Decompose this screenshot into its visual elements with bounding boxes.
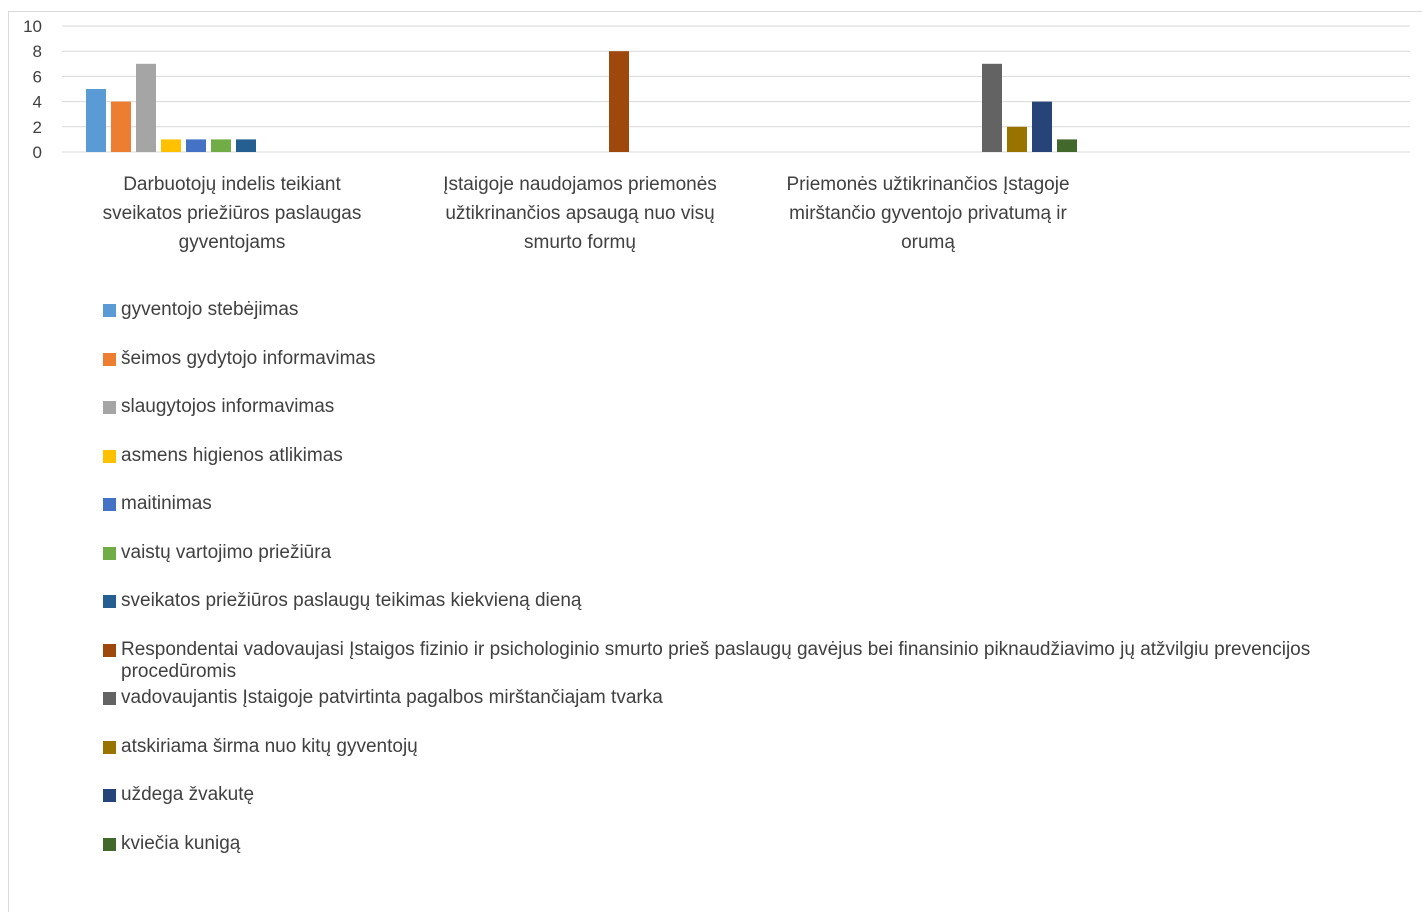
- legend-item: maitinimas: [103, 493, 212, 515]
- y-tick-label: 8: [33, 42, 42, 61]
- legend-item: atskiriama širma nuo kitų gyventojų: [103, 736, 418, 758]
- legend-item: asmens higienos atlikimas: [103, 445, 343, 467]
- category-label: sveikatos priežiūros paslaugas: [103, 203, 362, 224]
- legend-label: vadovaujantis Įstaigoje patvirtinta paga…: [121, 687, 663, 708]
- bar: [609, 51, 629, 153]
- bar: [161, 139, 181, 152]
- legend-label: vaistų vartojimo priežiūra: [121, 541, 332, 563]
- legend-swatch: [103, 837, 116, 851]
- legend-label: maitinimas: [121, 493, 212, 514]
- legend-swatch: [103, 304, 116, 317]
- category-label: gyventojams: [179, 232, 286, 253]
- bar: [111, 101, 131, 152]
- y-tick-label: 4: [33, 93, 42, 112]
- legend-label: uždega žvakutę: [121, 784, 255, 805]
- legend-item: kviečia kunigą: [103, 833, 240, 855]
- category-label: Darbuotojų indelis teikiant: [123, 174, 341, 195]
- legend-item: sveikatos priežiūros paslaugų teikimas k…: [103, 590, 581, 612]
- bar: [982, 63, 1002, 152]
- bar: [186, 139, 206, 152]
- legend-item: uždega žvakutę: [103, 784, 254, 806]
- legend-label: asmens higienos atlikimas: [121, 444, 343, 466]
- bar: [1032, 101, 1052, 152]
- bar: [1007, 126, 1027, 152]
- legend-item: vaistų vartojimo priežiūra: [103, 542, 331, 564]
- category-label: užtikrinančios apsaugą nuo visų: [445, 203, 714, 224]
- legend-item: vadovaujantis Įstaigoje patvirtinta paga…: [103, 687, 663, 709]
- legend-label: gyventojo stebėjimas: [121, 299, 299, 320]
- bar: [211, 139, 231, 152]
- legend-label: Respondentai vadovaujasi Įstaigos fizini…: [121, 638, 1311, 682]
- legend-swatch: [103, 546, 116, 560]
- bar: [86, 89, 106, 152]
- legend-swatch: [103, 352, 116, 366]
- legend-item: slaugytojos informavimas: [103, 396, 334, 418]
- category-label: Įstaigoje naudojamos priemonės: [443, 174, 717, 195]
- legend-label: šeimos gydytojo informavimas: [121, 347, 376, 369]
- legend-swatch: [103, 498, 116, 511]
- bar: [236, 139, 256, 152]
- category-label: Priemonės užtikrinančios Įstagoje: [786, 174, 1069, 195]
- legend-item: šeimos gydytojo informavimas: [103, 348, 375, 370]
- legend-swatch: [103, 401, 116, 414]
- chart-frame: [8, 11, 1422, 912]
- legend-label: sveikatos priežiūros paslaugų teikimas k…: [121, 590, 582, 611]
- category-label: smurto formų: [524, 232, 636, 253]
- y-tick-label: 2: [33, 118, 42, 137]
- y-tick-label: 10: [23, 17, 42, 36]
- legend-swatch: [103, 449, 116, 463]
- y-tick-label: 6: [33, 67, 42, 86]
- legend-label: kviečia kunigą: [121, 832, 241, 854]
- legend-swatch: [103, 692, 116, 705]
- legend-item: Respondentai vadovaujasi Įstaigos fizini…: [103, 639, 1321, 683]
- y-tick-label: 0: [33, 143, 42, 162]
- legend-swatch: [103, 595, 116, 608]
- bar: [136, 63, 156, 152]
- category-label: orumą: [901, 232, 955, 253]
- legend-label: atskiriama širma nuo kitų gyventojų: [121, 735, 418, 757]
- legend-swatch: [103, 643, 116, 657]
- legend-swatch: [103, 740, 116, 754]
- bar-chart: 0 2 4 6 8 10 Darbuotojų indelis teikiant sveika…: [23, 17, 1410, 253]
- legend-label: slaugytojos informavimas: [121, 396, 335, 417]
- category-label: mirštančio gyventojo privatumą ir: [789, 203, 1067, 224]
- legend-swatch: [103, 789, 116, 802]
- legend-item: gyventojo stebėjimas: [103, 299, 298, 321]
- bar: [1057, 139, 1077, 152]
